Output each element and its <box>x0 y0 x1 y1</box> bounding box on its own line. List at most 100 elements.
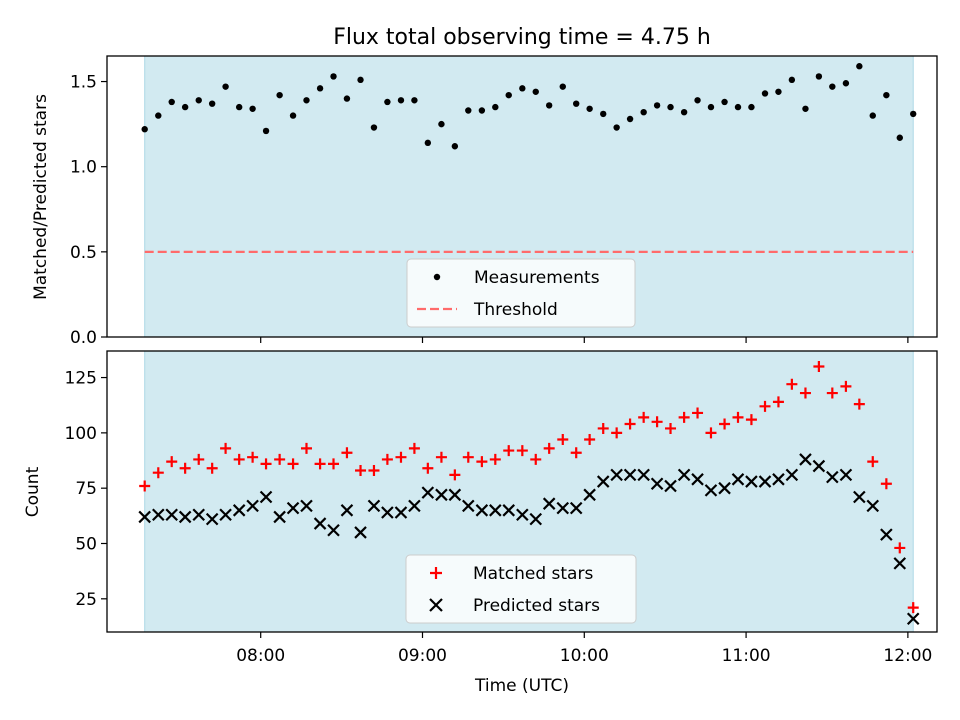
top-point-dot <box>559 83 566 90</box>
bottom-point-plus <box>772 396 784 408</box>
bottom-point-x <box>718 481 731 495</box>
bottom-point-plus <box>745 414 757 426</box>
top-point-dot <box>869 112 876 119</box>
bottom-point-plus <box>300 442 312 454</box>
bottom-point-x <box>556 501 570 515</box>
bottom-point-plus <box>894 542 906 554</box>
top-point-dot <box>262 127 270 135</box>
bottom-point-x <box>354 526 367 539</box>
top-point-dot <box>330 73 337 80</box>
bottom-point-plus <box>476 456 488 468</box>
x-tick-label: 08:00 <box>236 646 285 666</box>
bottom-point-x <box>462 499 475 513</box>
x-axis-label: Time (UTC) <box>474 676 569 696</box>
bottom-point-x <box>448 488 462 502</box>
top-y-tick-label: 0.5 <box>70 243 97 263</box>
bottom-legend: Matched stars Predicted stars <box>405 554 637 624</box>
bottom-point-plus <box>139 480 151 492</box>
top-point-dot <box>208 100 216 107</box>
bottom-point-x <box>246 499 259 513</box>
top-point-dot <box>734 103 742 111</box>
top-point-dot <box>707 103 715 111</box>
bottom-point-plus <box>543 442 555 454</box>
top-y-tick-label: 0.0 <box>70 328 97 348</box>
bottom-point-x <box>178 510 192 524</box>
top-point-dot <box>195 97 202 104</box>
top-series-dot <box>141 63 917 150</box>
top-point-dot <box>465 107 472 114</box>
bottom-point-x <box>731 473 745 486</box>
bottom-point-x <box>623 468 637 482</box>
bottom-point-plus <box>449 469 461 481</box>
bottom-point-plus <box>314 458 326 470</box>
top-legend-label: Measurements <box>474 268 600 288</box>
top-point-dot <box>667 103 674 111</box>
bottom-legend-marker-plus <box>430 567 442 579</box>
top-point-dot <box>168 98 175 106</box>
top-point-dot <box>357 76 364 84</box>
bottom-point-x <box>745 475 758 488</box>
bottom-point-plus <box>880 478 892 490</box>
bottom-point-plus <box>611 427 623 439</box>
x-tick-label: 11:00 <box>722 646 771 666</box>
bottom-y-tick-label: 100 <box>65 424 97 444</box>
bottom-point-plus <box>206 462 218 474</box>
top-point-dot <box>545 102 553 109</box>
top-point-dot <box>249 105 256 112</box>
bottom-point-x <box>259 490 273 504</box>
top-legend-label: Threshold <box>473 300 558 320</box>
top-point-dot <box>384 98 391 106</box>
bottom-point-x <box>772 473 785 486</box>
bottom-point-x <box>583 488 596 502</box>
bottom-point-plus <box>260 458 272 470</box>
bottom-point-plus <box>692 407 704 419</box>
bottom-point-plus <box>719 418 731 430</box>
bottom-point-plus <box>826 387 838 399</box>
top-point-dot <box>842 80 850 87</box>
x-tick-label: 12:00 <box>883 646 932 666</box>
bottom-point-plus <box>678 411 690 423</box>
bottom-point-x <box>192 508 206 522</box>
x-tick-label: 09:00 <box>398 646 447 666</box>
bottom-point-plus <box>328 458 340 470</box>
top-point-dot <box>505 91 512 99</box>
top-point-dot <box>424 139 432 147</box>
top-point-dot <box>276 91 283 99</box>
top-point-dot <box>600 110 607 118</box>
top-point-dot <box>303 97 310 104</box>
bottom-point-x <box>650 477 664 491</box>
bottom-legend-label: Matched stars <box>473 564 593 584</box>
top-point-dot <box>370 124 378 131</box>
bottom-point-x <box>408 499 421 513</box>
bottom-legend-label: Predicted stars <box>473 596 600 616</box>
x-tick-label: 10:00 <box>560 646 609 666</box>
bottom-y-tick-label: 50 <box>75 534 97 554</box>
top-point-dot <box>788 76 796 84</box>
bottom-point-x <box>205 512 219 526</box>
top-y-tick-label: 1.5 <box>70 73 97 93</box>
bottom-point-plus <box>840 380 852 392</box>
top-point-dot <box>141 126 148 133</box>
bottom-point-x <box>853 490 866 504</box>
top-point-dot <box>438 120 445 128</box>
bottom-point-plus <box>166 456 178 468</box>
bottom-point-plus <box>368 464 380 476</box>
bottom-point-x <box>677 468 691 482</box>
top-point-dot <box>883 91 890 99</box>
top-legend-marker-dot <box>433 273 441 281</box>
top-point-dot <box>451 143 459 150</box>
bottom-point-x <box>435 488 448 502</box>
top-point-dot <box>829 83 836 90</box>
bottom-point-x <box>785 468 799 482</box>
top-point-dot <box>748 103 755 111</box>
top-point-dot <box>519 85 526 92</box>
bottom-point-x <box>489 504 502 517</box>
bottom-point-plus <box>853 398 865 410</box>
bottom-point-plus <box>435 451 447 463</box>
top-point-dot <box>640 109 647 116</box>
bottom-y-tick-label: 25 <box>75 590 97 610</box>
bottom-point-plus <box>287 458 299 470</box>
bottom-point-x <box>610 468 623 482</box>
bottom-point-plus <box>193 453 205 465</box>
